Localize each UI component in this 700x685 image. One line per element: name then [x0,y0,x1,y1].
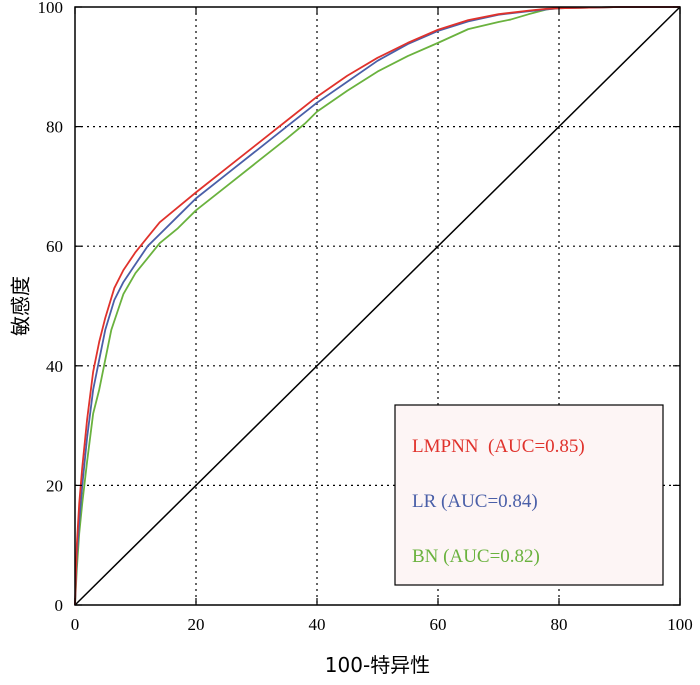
legend-box [394,404,664,586]
x-tick-label: 60 [430,615,447,634]
y-tick-label: 40 [46,357,63,376]
legend: LMPNN (AUC=0.85) LR (AUC=0.84) BN (AUC=0.8… [394,404,664,586]
series-line-2 [74,6,680,606]
y-tick-label: 0 [55,596,64,615]
legend-entry-2: BN (AUC=0.82) [412,546,540,567]
x-tick-label: 100 [667,615,693,634]
reference-diagonal-line [74,6,681,606]
x-tick-label: 20 [188,615,205,634]
x-tick-label: 80 [551,615,568,634]
x-axis-label: 100-特异性 [325,653,430,677]
y-tick-label: 100 [38,0,64,17]
y-axis-label: 敏感度 [9,276,33,336]
y-tick-label: 80 [46,118,63,137]
plot-frame [74,6,681,606]
series-line-0 [74,6,680,606]
y-tick-label: 60 [46,237,63,256]
legend-entry-1: LR (AUC=0.84) [412,491,538,512]
axis-ticks: 0 20 40 60 80 100 0 20 40 60 80 100 [38,0,693,634]
y-tick-label: 20 [46,476,63,495]
plot-lines [74,6,681,606]
x-tick-label: 0 [71,615,80,634]
legend-entry-0: LMPNN (AUC=0.85) [412,436,585,457]
x-tick-label: 40 [309,615,326,634]
